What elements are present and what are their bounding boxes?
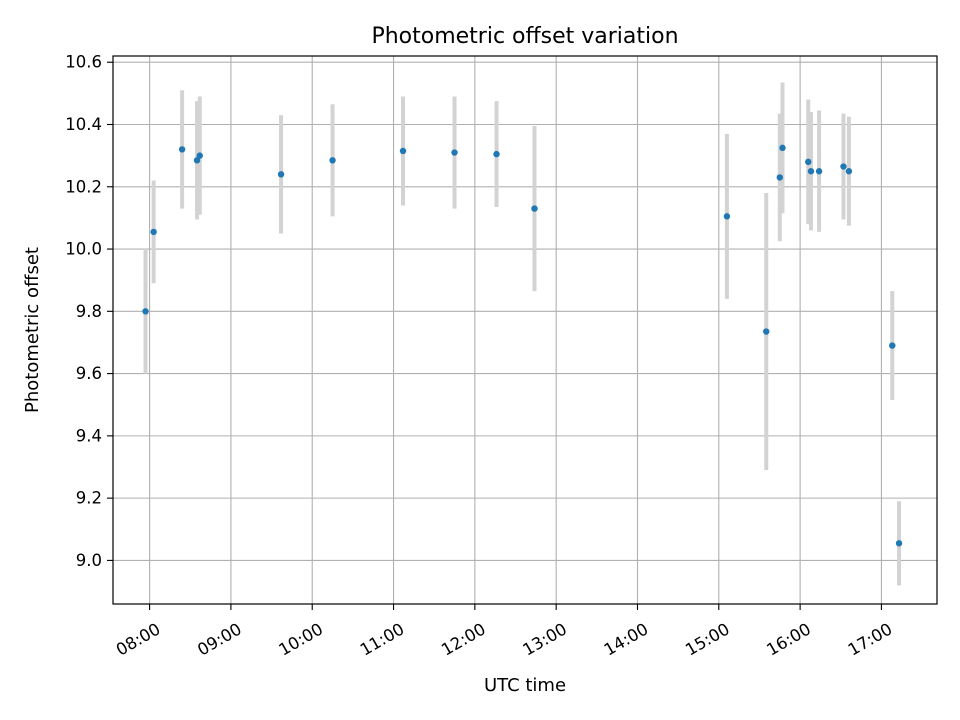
y-tick-label: 10.4 [65,115,102,134]
data-point [193,157,201,164]
x-tick-label: 16:00 [763,619,814,659]
y-tick-label: 9.0 [76,551,102,570]
x-tick-label: 15:00 [682,619,733,659]
data-point [178,146,186,153]
data-points [142,144,903,547]
y-tick-label: 9.2 [76,489,102,508]
data-point [815,168,823,175]
x-tick-label: 14:00 [601,619,652,659]
data-point [399,147,407,155]
y-tick-label: 10.2 [65,177,102,196]
data-point [150,228,157,236]
error-bars [143,82,902,586]
data-point [142,308,149,315]
chart-title: Photometric offset variation [371,24,678,49]
grid [113,56,937,604]
x-axis-label: UTC time [484,675,566,696]
data-point [763,328,770,335]
x-tick-label: 17:00 [845,619,896,659]
y-tick-label: 10.6 [65,53,102,72]
y-tick-label: 9.6 [76,364,102,383]
data-point [776,174,783,181]
x-tick-label: 11:00 [357,619,408,659]
data-point [889,342,896,349]
x-tick-label: 08:00 [113,619,164,659]
y-tick-label: 9.4 [76,426,102,445]
y-tick-label: 10.0 [65,240,102,259]
data-point [196,152,203,159]
data-point [895,540,903,547]
data-point [531,205,538,212]
y-tick-label: 9.8 [76,302,102,321]
plot-frame [112,55,938,605]
data-point [807,168,815,175]
y-axis-label: Photometric offset [22,247,43,413]
data-point [451,149,458,156]
data-point [805,158,812,166]
data-point [779,144,786,152]
data-point [277,171,285,178]
data-point [845,168,853,175]
x-tick-label: 10:00 [276,619,327,659]
x-tick-label: 12:00 [438,619,489,659]
data-point [840,163,847,170]
x-tick-label: 13:00 [519,619,570,659]
data-point [329,157,336,164]
x-tick-label: 09:00 [194,619,245,659]
data-point [493,150,500,158]
data-point [723,213,731,220]
axis-ticks: 08:00 09:00 10:00 11:00 12:00 13:00 14:00 15:00… [65,53,895,660]
